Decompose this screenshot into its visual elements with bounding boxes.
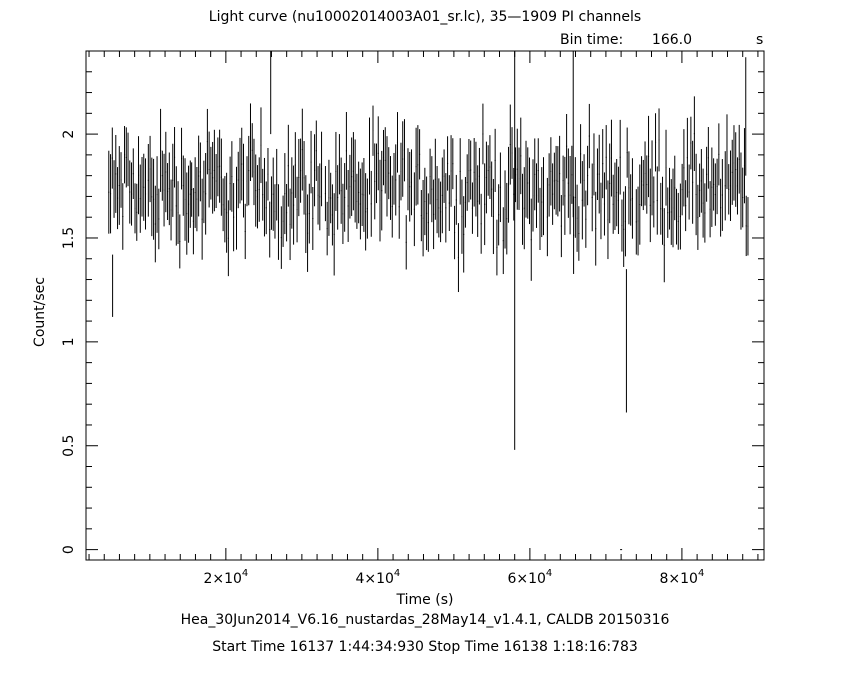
y-tick-label: 1 xyxy=(61,337,77,346)
footer-software-line: Hea_30Jun2014_V6.16_nustardas_28May14_v1… xyxy=(181,612,670,628)
x-tick-label: 6×104 xyxy=(507,568,552,587)
x-axis-label: Time (s) xyxy=(396,592,454,608)
y-tick-label: 2 xyxy=(61,130,77,139)
x-tick-label: 2×104 xyxy=(203,568,248,587)
y-axis-label: Count/sec xyxy=(32,277,48,347)
y-tick-label: 0.5 xyxy=(61,435,77,457)
axes-layer: 2×104 4×104 6×104 8×104 0 0.5 1 1.5 2 xyxy=(61,50,764,587)
chart-title: Light curve (nu10002014003A01_sr.lc), 35… xyxy=(209,9,641,25)
y-tick-label: 1.5 xyxy=(61,227,77,249)
data-layer xyxy=(108,51,749,551)
bin-time-label: Bin time: xyxy=(560,32,623,48)
plot-frame xyxy=(85,50,765,561)
x-tick-label: 4×104 xyxy=(355,568,400,587)
x-tick-label: 8×104 xyxy=(659,568,704,587)
y-tick-label: 0 xyxy=(61,545,77,554)
bin-time-value: 166.0 xyxy=(652,32,692,48)
bin-time-unit: s xyxy=(756,32,763,48)
footer-time-line: Start Time 16137 1:44:34:930 Stop Time 1… xyxy=(212,639,638,655)
